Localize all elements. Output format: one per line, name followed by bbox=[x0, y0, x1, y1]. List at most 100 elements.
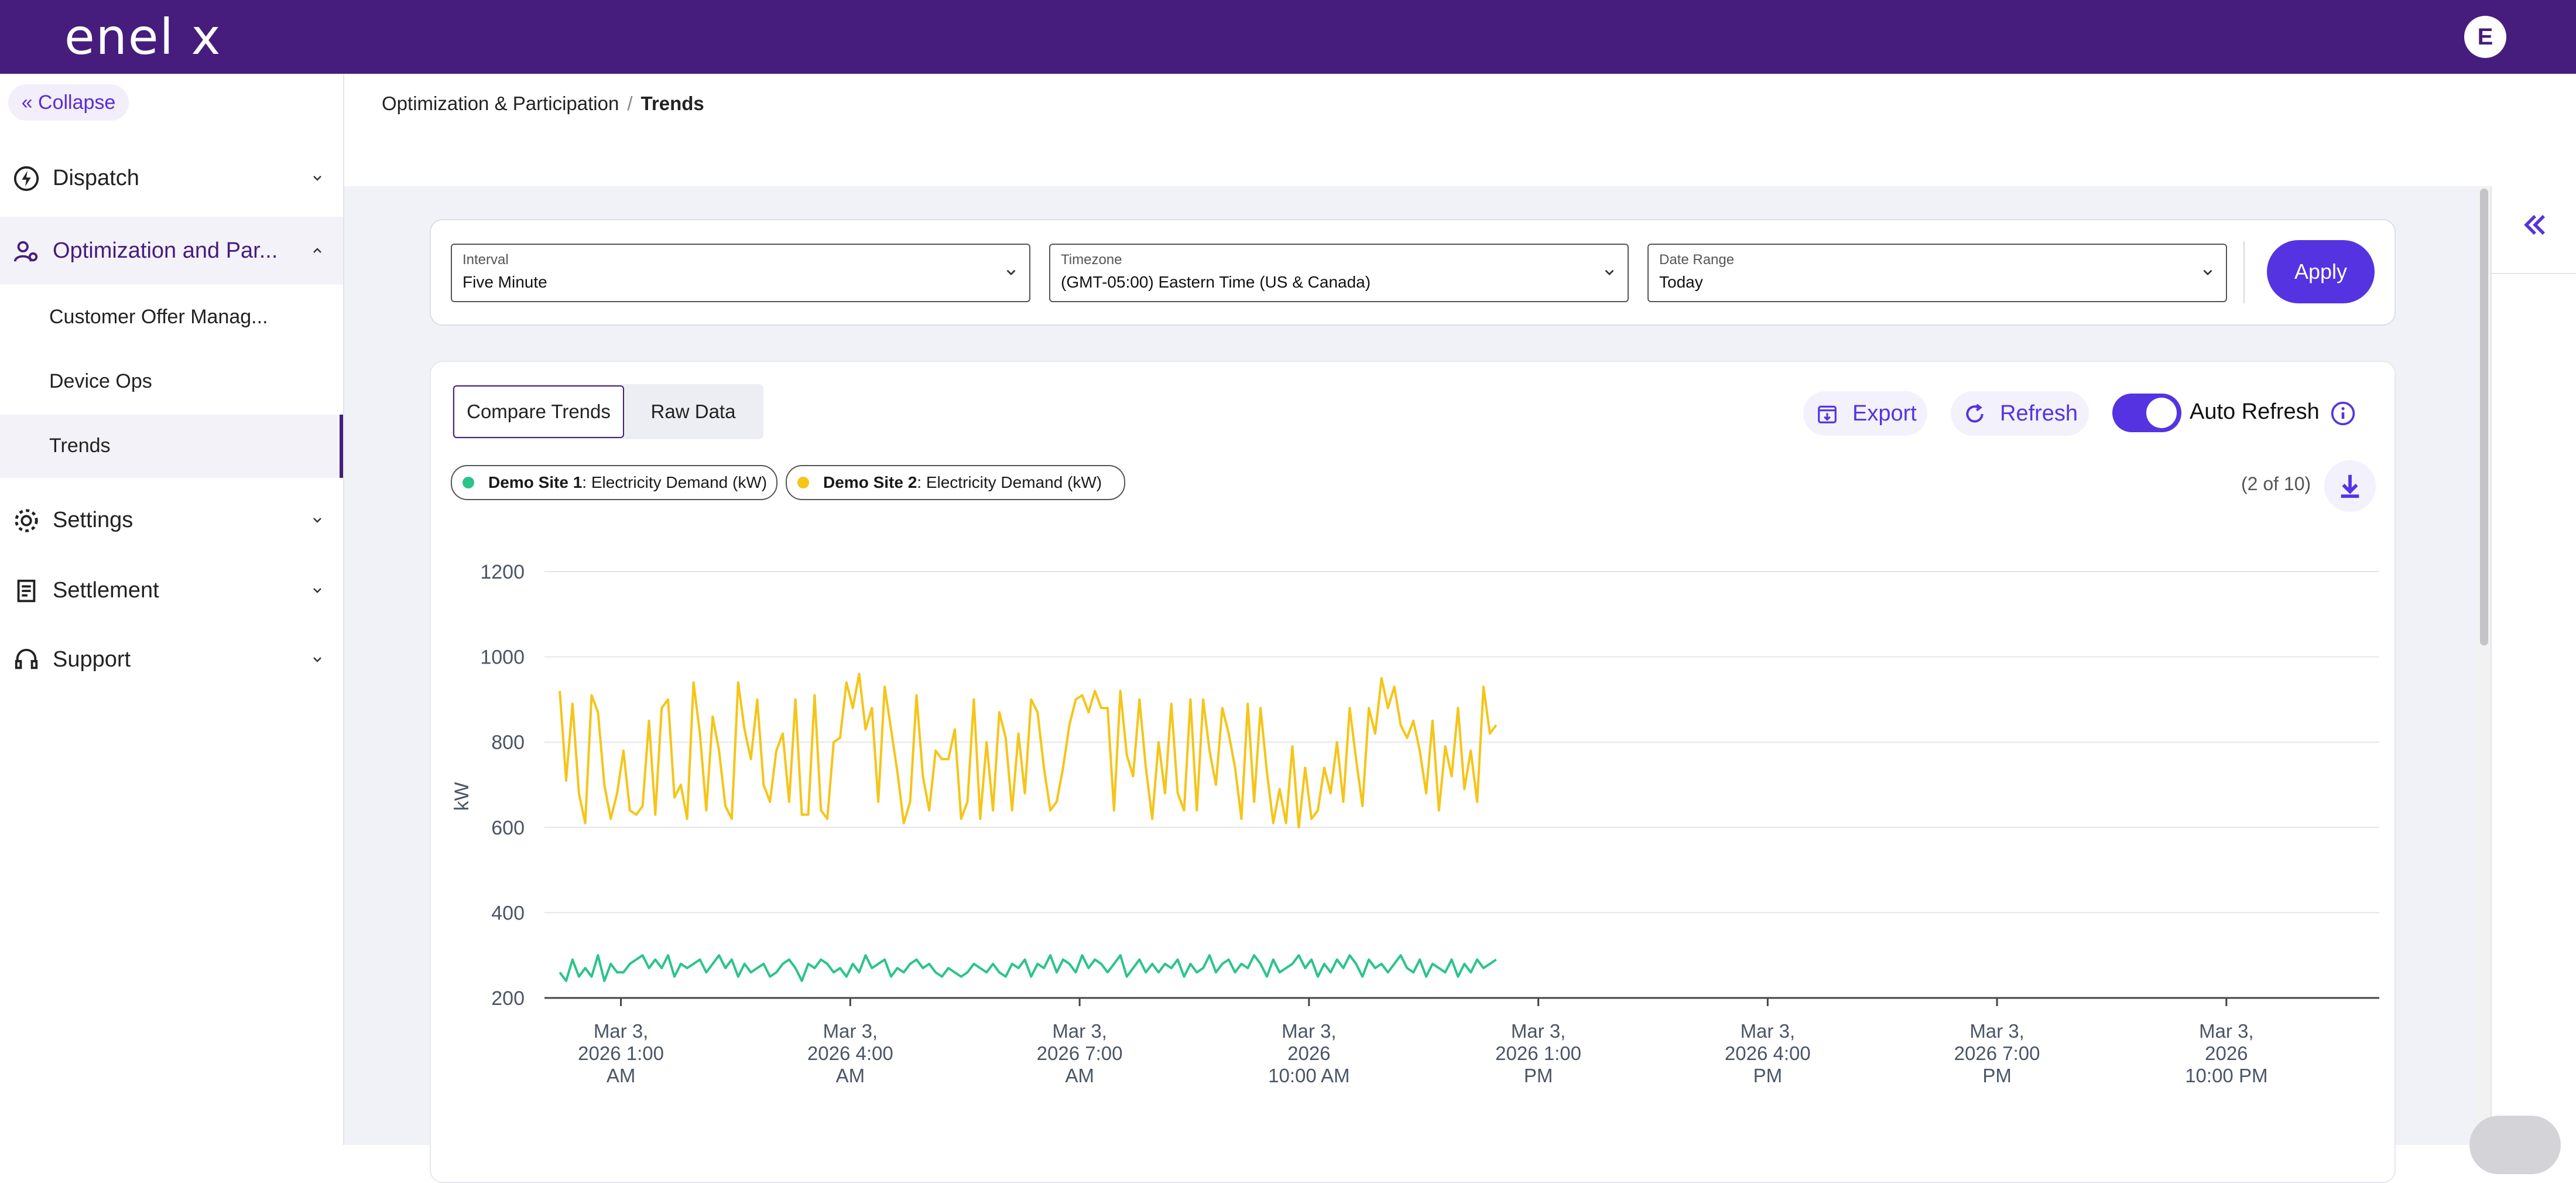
chevron-up-icon bbox=[313, 248, 321, 253]
sidebar-item-label: Support bbox=[53, 647, 131, 672]
auto-refresh-toggle[interactable] bbox=[2112, 394, 2181, 432]
sidebar-subitem-label: Customer Offer Manag... bbox=[49, 306, 268, 328]
y-tick-label: 200 bbox=[491, 987, 525, 1010]
breadcrumb: Optimization & Participation / Trends bbox=[382, 93, 704, 115]
x-tick-label: 2026 7:00 bbox=[1037, 1042, 1123, 1064]
floating-action-button[interactable] bbox=[2469, 1116, 2561, 1174]
sidebar-item-label: Dispatch bbox=[53, 165, 139, 190]
user-avatar[interactable]: E bbox=[2464, 16, 2506, 58]
sidebar-item-label: Optimization and Par... bbox=[53, 238, 278, 263]
refresh-button[interactable]: Refresh bbox=[1951, 391, 2089, 436]
breadcrumb-separator: / bbox=[627, 93, 633, 114]
filter-bar: Interval Five Minute Timezone (GMT-05:00… bbox=[430, 219, 2396, 326]
sidebar: « Collapse Dispatch Optimization and Par… bbox=[0, 74, 344, 1145]
legend-chip-site-1[interactable]: Demo Site 1: Electricity Demand (kW) bbox=[451, 465, 777, 500]
interval-select[interactable]: Interval Five Minute bbox=[451, 244, 1030, 302]
timezone-caption: Timezone bbox=[1061, 252, 1122, 268]
x-tick-label: 2026 1:00 bbox=[578, 1042, 664, 1064]
sidebar-item-label: Settings bbox=[53, 507, 133, 532]
chevron-down-icon bbox=[313, 176, 321, 181]
lightning-icon bbox=[13, 166, 39, 192]
x-tick-label: AM bbox=[607, 1065, 636, 1086]
x-tick-label: PM bbox=[1982, 1065, 2012, 1086]
gear-icon bbox=[15, 509, 38, 532]
breadcrumb-parent[interactable]: Optimization & Participation bbox=[382, 93, 619, 114]
vertical-scrollbar[interactable] bbox=[2478, 186, 2491, 1145]
legend-chip-text: Demo Site 2: Electricity Demand (kW) bbox=[823, 466, 1102, 499]
x-tick-label: Mar 3, bbox=[594, 1020, 649, 1042]
enel-x-logo[interactable]: enel x bbox=[64, 8, 222, 66]
series-line-1[interactable] bbox=[559, 672, 1498, 829]
x-tick-label: 10:00 AM bbox=[1268, 1065, 1349, 1086]
x-tick-label: AM bbox=[836, 1065, 865, 1086]
tab-compare-trends[interactable]: Compare Trends bbox=[453, 385, 624, 438]
y-tick-label: 1000 bbox=[480, 647, 525, 669]
y-axis-ticks: 200 400 600 800 1000 1200 bbox=[480, 561, 525, 1010]
download-icon[interactable] bbox=[2323, 459, 2377, 513]
x-tick-label: Mar 3, bbox=[1511, 1020, 1566, 1042]
refresh-label: Refresh bbox=[2000, 401, 2078, 426]
series-line-2[interactable] bbox=[559, 954, 1497, 982]
auto-refresh-label: Auto Refresh bbox=[2190, 399, 2320, 424]
chevron-down-icon bbox=[1605, 269, 1614, 276]
series-count: (2 of 10) bbox=[2241, 473, 2311, 494]
date-range-value: Today bbox=[1659, 273, 1703, 291]
filter-divider bbox=[2243, 241, 2245, 303]
sidebar-item-settings[interactable]: Settings bbox=[0, 486, 343, 554]
y-tick-label: 1200 bbox=[480, 561, 525, 583]
y-axis-label: kW bbox=[451, 782, 473, 811]
user-gear-icon bbox=[13, 241, 38, 262]
x-tick-label: PM bbox=[1524, 1065, 1553, 1086]
x-tick-label: Mar 3, bbox=[1052, 1020, 1107, 1042]
headset-icon bbox=[15, 648, 38, 669]
x-tick-label: Mar 3, bbox=[823, 1020, 878, 1042]
chevron-down-icon bbox=[1006, 269, 1016, 276]
y-tick-label: 400 bbox=[491, 902, 525, 924]
sidebar-item-optimization[interactable]: Optimization and Par... bbox=[0, 217, 343, 285]
scrollbar-thumb[interactable] bbox=[2480, 189, 2488, 645]
x-tick-label: AM bbox=[1065, 1065, 1094, 1086]
sidebar-subitem-device-ops[interactable]: Device Ops bbox=[0, 350, 343, 413]
sidebar-item-dispatch[interactable]: Dispatch bbox=[0, 144, 343, 212]
x-tick-label: Mar 3, bbox=[1969, 1020, 2025, 1042]
x-tick-label: Mar 3, bbox=[1282, 1020, 1337, 1042]
panel-divider bbox=[2492, 273, 2576, 274]
chevron-down-icon bbox=[2203, 269, 2212, 276]
x-tick-label: Mar 3, bbox=[1741, 1020, 1796, 1042]
sidebar-subitem-label: Device Ops bbox=[49, 370, 152, 392]
interval-value: Five Minute bbox=[463, 273, 547, 291]
chevron-down-icon bbox=[313, 657, 321, 662]
tab-raw-data[interactable]: Raw Data bbox=[650, 401, 736, 422]
top-bar: enel x E bbox=[0, 0, 2576, 74]
x-tick-label: PM bbox=[1753, 1065, 1783, 1086]
timezone-value: (GMT-05:00) Eastern Time (US & Canada) bbox=[1061, 273, 1371, 291]
date-range-caption: Date Range bbox=[1659, 252, 1735, 268]
date-range-select[interactable]: Date Range Today bbox=[1647, 244, 2227, 302]
chevrons-left-icon[interactable] bbox=[2517, 207, 2553, 242]
x-tick-label: 2026 bbox=[2205, 1042, 2248, 1064]
collapse-button[interactable]: « Collapse bbox=[8, 84, 129, 121]
export-label: Export bbox=[1852, 401, 1917, 426]
legend-site-name: Demo Site 1 bbox=[488, 473, 583, 491]
sidebar-item-support[interactable]: Support bbox=[0, 625, 343, 693]
y-tick-label: 800 bbox=[491, 731, 525, 754]
sidebar-subitem-customer-offer[interactable]: Customer Offer Manag... bbox=[0, 286, 343, 349]
trends-card: Compare Trends Raw Data Export Refresh A… bbox=[430, 361, 2396, 1183]
apply-button[interactable]: Apply bbox=[2267, 240, 2375, 303]
info-icon[interactable] bbox=[2330, 401, 2356, 426]
chart-series bbox=[559, 672, 1498, 982]
sidebar-item-settlement[interactable]: Settlement bbox=[0, 556, 343, 624]
toggle-knob bbox=[2146, 398, 2177, 428]
legend-metric: : Electricity Demand (kW) bbox=[917, 473, 1102, 491]
chevron-down-icon bbox=[313, 518, 321, 523]
legend-chip-site-2[interactable]: Demo Site 2: Electricity Demand (kW) bbox=[786, 465, 1125, 500]
legend-metric: : Electricity Demand (kW) bbox=[582, 473, 768, 491]
y-tick-label: 600 bbox=[491, 817, 525, 839]
export-button[interactable]: Export bbox=[1803, 391, 1927, 436]
view-toggle: Compare Trends Raw Data bbox=[452, 384, 763, 439]
sidebar-subitem-trends[interactable]: Trends bbox=[0, 415, 343, 478]
export-icon bbox=[1818, 405, 1837, 423]
x-tick-label: Mar 3, bbox=[2199, 1020, 2254, 1042]
timezone-select[interactable]: Timezone (GMT-05:00) Eastern Time (US & … bbox=[1049, 244, 1629, 302]
